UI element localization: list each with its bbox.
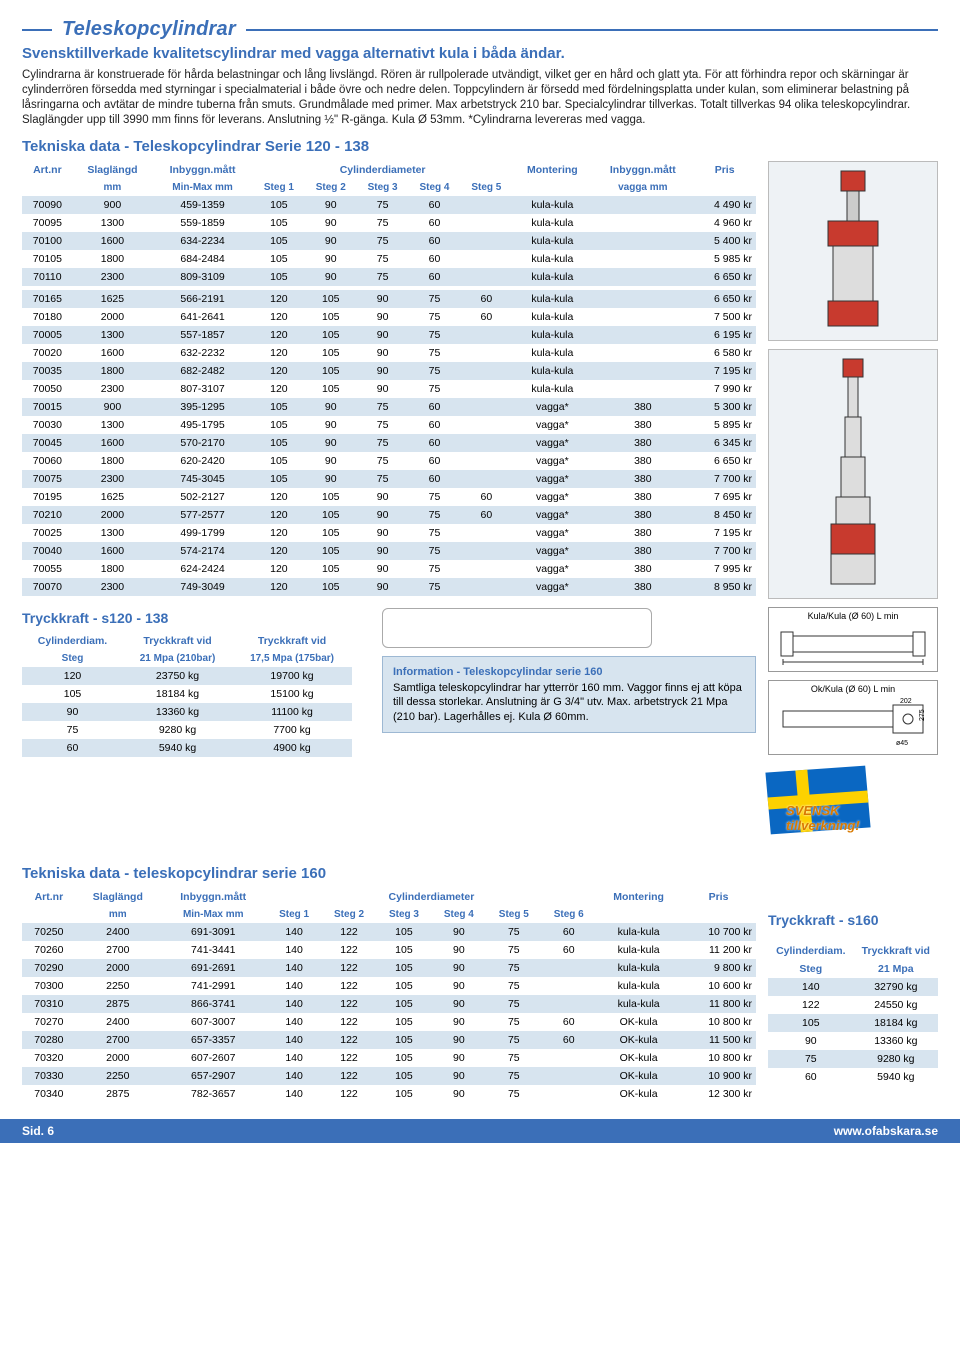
table-force2: Cylinderdiam.Tryckkraft vidSteg21 Mpa140… — [768, 942, 938, 1086]
table-row: 605940 kg4900 kg — [22, 739, 352, 757]
table-row: 70015900395-1295105907560vagga*3805 300 … — [22, 398, 756, 416]
table2-title: Tekniska data - teleskopcylindrar serie … — [22, 865, 938, 882]
table-row: 703202000607-26071401221059075OK-kula10 … — [22, 1049, 756, 1067]
table-row: 10518184 kg — [768, 1014, 938, 1032]
table-row: 700351800682-24821201059075kula-kula7 19… — [22, 362, 756, 380]
table-row: 700301300495-1795105907560vagga*3805 895… — [22, 416, 756, 434]
table-row: 703402875782-36571401221059075OK-kula12 … — [22, 1085, 756, 1103]
table-row: 700051300557-18571201059075kula-kula6 19… — [22, 326, 756, 344]
table-row: 700451600570-2170105907560vagga*3806 345… — [22, 434, 756, 452]
diagram-ok: Ok/Kula (Ø 60) L min 202275ø45 — [768, 680, 938, 755]
table-row: 700502300807-31071201059075kula-kula7 99… — [22, 380, 756, 398]
section-header: Teleskopcylindrar — [22, 18, 938, 41]
table-row: 12023750 kg19700 kg — [22, 667, 352, 685]
svg-text:202: 202 — [900, 698, 912, 705]
table-row: 703102875866-37411401221059075kula-kula1… — [22, 995, 756, 1013]
table-row: 14032790 kg — [768, 978, 938, 996]
flag-label-2: tillverkning! — [786, 818, 860, 833]
table-row: 9013360 kg — [768, 1032, 938, 1050]
footer-page: Sid. 6 — [22, 1124, 54, 1138]
table-row: 701001600634-2234105907560kula-kula5 400… — [22, 232, 756, 250]
cylinder-photo — [382, 608, 652, 648]
table-row: 9013360 kg11100 kg — [22, 703, 352, 721]
table-row: 700752300745-3045105907560vagga*3807 700… — [22, 470, 756, 488]
table-serie160: Art.nrSlaglängdInbyggn.måttCylinderdiame… — [22, 888, 756, 1103]
table-row: 703302250657-29071401221059075OK-kula10 … — [22, 1067, 756, 1085]
table-row: 702602700741-3441140122105907560kula-kul… — [22, 941, 756, 959]
svg-text:ø45: ø45 — [896, 740, 908, 747]
infobox-body: Samtliga teleskopcylindrar har ytterrör … — [393, 682, 742, 723]
diagram-cylinder-2 — [768, 349, 938, 599]
force1-title: Tryckkraft - s120 - 138 — [22, 610, 352, 626]
table-row: 701651625566-2191120105907560kula-kula6 … — [22, 290, 756, 308]
table-row: 700951300559-1859105907560kula-kula4 960… — [22, 214, 756, 232]
table-row: 702102000577-2577120105907560vagga*3808 … — [22, 506, 756, 524]
infobox: Information - Teleskopcylindar serie 160… — [382, 656, 756, 733]
table-row: 702802700657-3357140122105907560OK-kula1… — [22, 1031, 756, 1049]
page-footer: Sid. 6 www.ofabskara.se — [0, 1119, 960, 1143]
table-row: 759280 kg7700 kg — [22, 721, 352, 739]
table-row: 701802000641-2641120105907560kula-kula7 … — [22, 308, 756, 326]
table-row: 700251300499-17991201059075vagga*3807 19… — [22, 524, 756, 542]
diagram-cylinder-1 — [768, 161, 938, 341]
table-row: 70090900459-1359105907560kula-kula4 490 … — [22, 196, 756, 214]
table-row: 700551800624-24241201059075vagga*3807 99… — [22, 560, 756, 578]
table-row: 10518184 kg15100 kg — [22, 685, 352, 703]
intro-text: Cylindrarna är konstruerade för hårda be… — [22, 68, 938, 128]
table-force1: Cylinderdiam.Tryckkraft vidTryckkraft vi… — [22, 632, 352, 757]
svg-text:275: 275 — [919, 709, 926, 721]
table-row: 700601800620-2420105907560vagga*3806 650… — [22, 452, 756, 470]
table-row: 702702400607-3007140122105907560OK-kula1… — [22, 1013, 756, 1031]
flag-label-1: SVENSK — [786, 803, 860, 818]
page-title: Teleskopcylindrar — [62, 18, 236, 41]
table-row: 701051800684-2484105907560kula-kula5 985… — [22, 250, 756, 268]
table-row: 605940 kg — [768, 1068, 938, 1086]
force2-title: Tryckkraft - s160 — [768, 912, 938, 928]
table-row: 702902000691-26911401221059075kula-kula9… — [22, 959, 756, 977]
table-row: 12224550 kg — [768, 996, 938, 1014]
table-row: 700702300749-30491201059075vagga*3808 95… — [22, 578, 756, 596]
table-row: 700201600632-22321201059075kula-kula6 58… — [22, 344, 756, 362]
diagram-kula: Kula/Kula (Ø 60) L min — [768, 607, 938, 672]
table-row: 701951625502-2127120105907560vagga*3807 … — [22, 488, 756, 506]
footer-url: www.ofabskara.se — [834, 1124, 938, 1138]
table-row: 702502400691-3091140122105907560kula-kul… — [22, 923, 756, 941]
table-row: 703002250741-29911401221059075kula-kula1… — [22, 977, 756, 995]
table1-title: Tekniska data - Teleskopcylindrar Serie … — [22, 138, 938, 155]
table-serie120: Art.nrSlaglängdInbyggn.måttCylinderdiame… — [22, 161, 756, 596]
page-subtitle: Svensktillverkade kvalitetscylindrar med… — [22, 45, 938, 62]
table-row: 700401600574-21741201059075vagga*3807 70… — [22, 542, 756, 560]
infobox-title: Information - Teleskopcylindar serie 160 — [393, 665, 745, 679]
table-row: 759280 kg — [768, 1050, 938, 1068]
table-row: 701102300809-3109105907560kula-kula6 650… — [22, 268, 756, 286]
